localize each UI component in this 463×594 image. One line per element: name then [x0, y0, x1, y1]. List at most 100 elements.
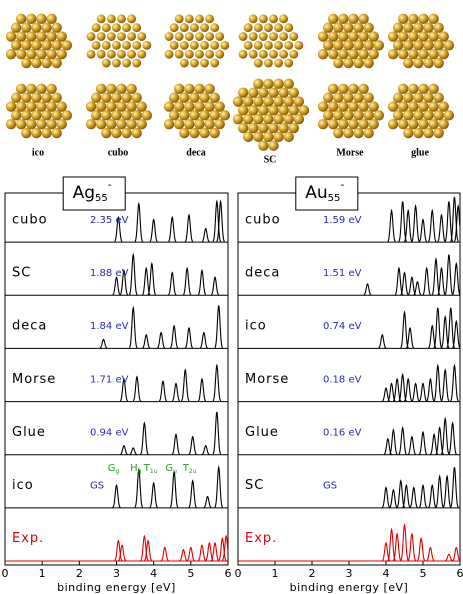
atom — [343, 57, 354, 69]
atom — [423, 127, 434, 139]
atom — [363, 40, 374, 51]
atom — [126, 83, 137, 95]
energy-label: 1.51 eV — [323, 268, 362, 279]
atom — [137, 49, 147, 59]
atom — [179, 127, 190, 139]
atom — [403, 127, 414, 139]
atom — [36, 49, 47, 60]
peak — [426, 546, 435, 562]
atom — [289, 32, 299, 41]
atom — [26, 101, 37, 112]
atom — [327, 101, 339, 112]
title-base: Au — [305, 183, 327, 203]
atom — [184, 32, 194, 41]
atom — [403, 57, 414, 69]
peak — [143, 539, 153, 562]
atom — [112, 40, 121, 50]
atom — [189, 92, 200, 103]
atom — [353, 110, 364, 121]
atom — [418, 49, 429, 60]
atom — [443, 40, 455, 51]
peak — [156, 331, 166, 349]
x-tick-label: 6 — [457, 567, 463, 580]
atom — [46, 119, 57, 130]
atom — [46, 31, 57, 42]
peak — [407, 532, 417, 562]
atom — [205, 32, 215, 41]
atom — [163, 119, 175, 130]
peak — [427, 208, 437, 243]
atom — [373, 40, 385, 51]
atom — [219, 110, 231, 121]
atom — [413, 92, 424, 103]
atom — [397, 101, 409, 112]
atom — [387, 101, 399, 112]
atom — [31, 110, 42, 121]
atom — [5, 49, 17, 60]
atom — [387, 31, 399, 42]
peak — [452, 261, 461, 296]
peak — [201, 227, 210, 243]
atom — [132, 40, 142, 50]
atom — [106, 101, 117, 112]
atom — [56, 101, 67, 112]
energy-label: GS — [323, 481, 337, 492]
atom — [26, 13, 37, 25]
atom — [269, 32, 278, 41]
atom — [51, 40, 62, 51]
atom — [31, 57, 42, 69]
x-tick-label: 2 — [76, 567, 83, 580]
peak — [444, 553, 453, 562]
atom — [41, 22, 52, 33]
atom — [279, 49, 289, 59]
atom — [327, 49, 339, 60]
atom — [338, 101, 349, 112]
atom — [408, 119, 419, 130]
atom — [56, 31, 67, 42]
atom — [199, 110, 210, 121]
peak — [112, 484, 121, 509]
peak — [403, 377, 413, 402]
atom — [15, 83, 27, 95]
atom — [348, 83, 359, 95]
atom — [269, 49, 278, 59]
atom — [418, 101, 429, 112]
atom — [283, 114, 294, 125]
atom — [387, 119, 399, 130]
peak — [199, 331, 209, 349]
atom — [179, 58, 189, 68]
atom — [210, 58, 220, 68]
atom — [353, 92, 364, 103]
atom — [327, 13, 339, 25]
x-tick-label: 1 — [272, 567, 279, 580]
atom — [403, 22, 414, 33]
atom — [418, 13, 429, 25]
spectrum — [5, 411, 228, 456]
atom — [106, 32, 116, 41]
atom — [232, 114, 244, 125]
atom — [273, 78, 284, 90]
atom — [190, 23, 199, 33]
atom — [418, 31, 429, 42]
atom — [243, 40, 253, 50]
peak-label-sub: 2u — [189, 468, 197, 475]
atom — [101, 23, 111, 33]
x-tick-label: 0 — [235, 567, 242, 580]
atom — [343, 22, 354, 33]
atom — [90, 110, 102, 121]
atom — [111, 110, 122, 121]
peak-label: Gg — [108, 463, 120, 475]
peak — [210, 276, 220, 296]
atom — [353, 57, 364, 69]
atom — [274, 23, 283, 33]
peak — [411, 382, 420, 402]
atom — [195, 49, 204, 59]
atom — [189, 127, 200, 139]
atom — [26, 83, 37, 95]
atom — [253, 114, 264, 125]
peak — [435, 474, 444, 508]
atom — [179, 23, 189, 33]
peak — [437, 213, 446, 243]
atom — [112, 23, 121, 33]
atom — [363, 110, 374, 121]
